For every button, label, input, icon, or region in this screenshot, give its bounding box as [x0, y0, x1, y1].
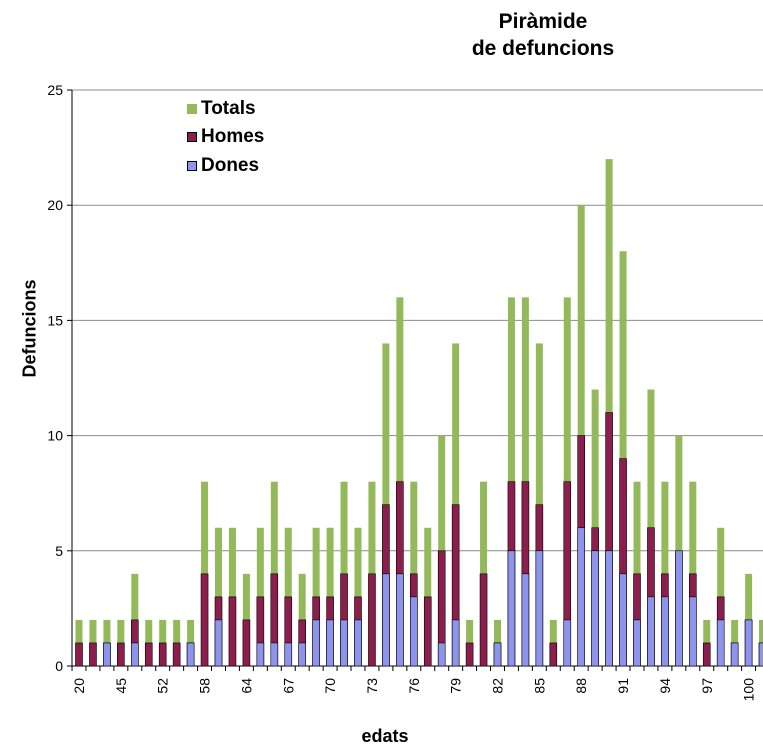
bar-dones-2 [103, 642, 111, 667]
chart-title-line-2: de defuncions [471, 37, 615, 60]
bar-homes-1 [89, 642, 97, 667]
bar-dones-38 [605, 550, 613, 667]
legend-item-dones: Dones [187, 154, 259, 178]
legend-item-homes: Homes [187, 125, 264, 149]
x-tick-label-100: 100 [741, 678, 757, 702]
bar-dones-23 [396, 573, 404, 667]
bar-homes-45 [702, 642, 711, 667]
legend-label-totals: Totals [201, 98, 256, 119]
bar-homes-25 [423, 596, 432, 667]
legend-item-totals: Totals [187, 97, 256, 121]
bar-dones-4 [131, 642, 139, 667]
x-tick-label-70: 70 [322, 678, 338, 694]
bar-homes-21 [368, 573, 376, 667]
bar-dones-41 [647, 596, 655, 667]
legend-swatch-homes [187, 132, 197, 142]
bar-dones-31 [507, 550, 516, 667]
x-tick-label-64: 64 [238, 678, 254, 694]
bar-homes-6 [158, 642, 167, 667]
bar-dones-26 [437, 642, 446, 667]
bar-homes-0 [75, 642, 83, 667]
x-tick-label-82: 82 [490, 678, 506, 694]
bar-dones-22 [382, 573, 390, 667]
bar-dones-24 [409, 596, 418, 667]
x-tick-label-85: 85 [531, 678, 547, 694]
y-tick-label-15: 15 [47, 312, 63, 328]
bar-dones-15 [284, 642, 293, 667]
bar-homes-11 [228, 596, 237, 667]
bar-dones-14 [270, 642, 279, 667]
chart-title-line-1: Piràmide [498, 10, 588, 33]
y-tick-label-5: 5 [55, 543, 63, 559]
bar-homes-34 [549, 642, 558, 667]
y-axis-label: Defuncions [19, 279, 40, 378]
legend-swatch-dones [187, 161, 197, 171]
bar-dones-20 [354, 619, 362, 667]
bar-dones-19 [340, 619, 348, 667]
bar-dones-8 [186, 642, 195, 667]
x-tick-label-88: 88 [573, 678, 589, 694]
bar-dones-13 [256, 642, 265, 667]
bar-dones-35 [563, 619, 572, 667]
bar-homes-29 [479, 573, 488, 667]
bar-homes-5 [144, 642, 153, 667]
bar-dones-40 [633, 619, 641, 667]
bar-dones-27 [451, 619, 460, 667]
x-tick-label-58: 58 [197, 678, 213, 694]
bar-dones-10 [214, 619, 223, 667]
x-tick-label-79: 79 [448, 678, 464, 694]
y-tick-label-25: 25 [47, 82, 63, 98]
y-tick-label-10: 10 [47, 428, 63, 444]
legend-label-dones: Dones [201, 155, 260, 176]
bar-dones-43 [675, 550, 683, 667]
legend-swatch-totals [187, 104, 197, 114]
bar-dones-32 [521, 573, 530, 667]
bar-homes-9 [200, 573, 209, 667]
x-tick-label-91: 91 [615, 678, 631, 694]
bar-homes-7 [172, 642, 181, 667]
bar-dones-47 [730, 642, 739, 667]
bar-dones-49 [758, 642, 763, 667]
x-tick-label-67: 67 [280, 678, 296, 694]
x-tick-label-73: 73 [364, 678, 380, 694]
x-tick-label-20: 20 [71, 678, 87, 694]
bar-homes-3 [117, 642, 125, 667]
bar-dones-33 [535, 550, 544, 667]
bar-dones-44 [688, 596, 697, 667]
y-tick-label-20: 20 [47, 197, 63, 213]
bar-dones-16 [298, 642, 307, 667]
bar-dones-30 [493, 642, 502, 667]
y-tick-label-0: 0 [55, 658, 63, 674]
bar-dones-39 [619, 573, 627, 667]
x-tick-label-97: 97 [699, 678, 715, 694]
x-tick-label-94: 94 [657, 678, 673, 694]
x-axis-label: edats [361, 726, 409, 746]
legend-label-homes: Homes [201, 126, 265, 147]
x-tick-label-76: 76 [406, 678, 422, 694]
bar-dones-37 [591, 550, 599, 667]
x-tick-label-45: 45 [113, 678, 129, 694]
bar-dones-17 [312, 619, 320, 667]
bar-dones-48 [744, 619, 753, 667]
bar-homes-12 [242, 619, 251, 667]
bar-dones-42 [661, 596, 669, 667]
bar-dones-18 [326, 619, 334, 667]
bar-dones-36 [577, 527, 586, 667]
x-tick-label-52: 52 [155, 678, 171, 694]
bar-dones-46 [716, 619, 725, 667]
bar-homes-28 [465, 642, 474, 667]
